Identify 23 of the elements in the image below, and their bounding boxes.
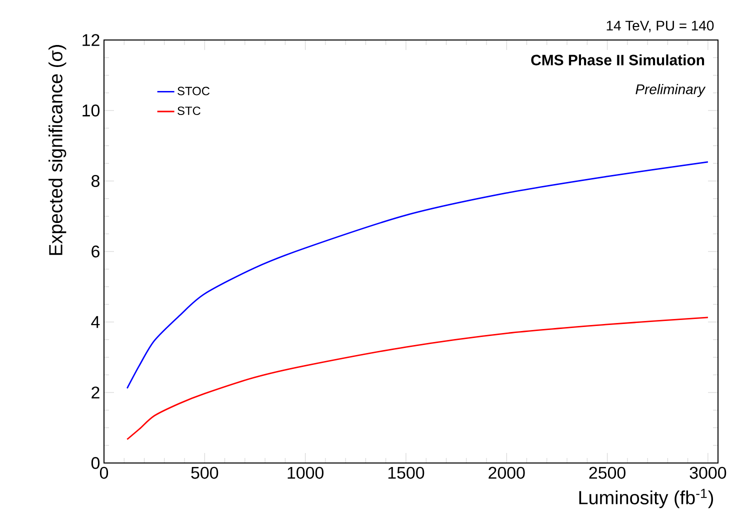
- annotation: CMS Phase II Simulation: [531, 54, 704, 66]
- x-tick-label: 1500: [388, 466, 424, 479]
- x-tick-label: 500: [191, 466, 218, 479]
- y-tick-label: 2: [92, 386, 100, 398]
- annotation: Preliminary: [636, 84, 706, 97]
- legend-label: STOC: [178, 86, 210, 96]
- x-tick-label: 3000: [690, 466, 726, 479]
- y-tick-label: 6: [92, 246, 100, 258]
- y-tick-label: 12: [82, 34, 100, 46]
- y-tick-label: 0: [91, 457, 100, 469]
- y-tick-label: 10: [82, 104, 100, 116]
- x-tick-label: 2500: [589, 466, 626, 479]
- legend-label: STC: [178, 106, 200, 116]
- y-tick-label: 8: [91, 175, 100, 187]
- x-tick-label: 2000: [488, 466, 525, 479]
- y-tick-label: 4: [91, 316, 100, 328]
- x-axis-title: Luminosity (fb$^{-1}$): [579, 488, 714, 508]
- chart-title: 14 TeV, PU = 140: [606, 20, 714, 32]
- x-tick-label: 1000: [288, 466, 324, 479]
- line-series: [126, 316, 709, 440]
- x-tick-label: 0: [100, 466, 108, 479]
- line-series: [126, 161, 709, 389]
- y-axis-title: Expected significance (σ): [48, 45, 66, 255]
